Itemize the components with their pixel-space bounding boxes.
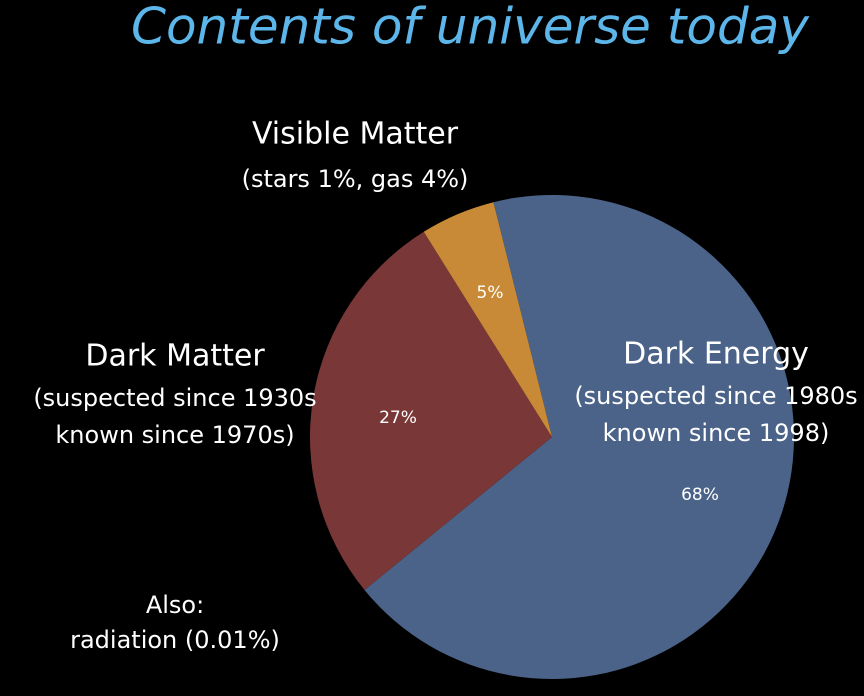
- category-label: Dark Matter: [85, 339, 265, 374]
- category-note: known since 1970s): [55, 421, 294, 449]
- value-label: 5%: [477, 283, 504, 303]
- labels: 68% Dark Energy (suspected since 1980s know…: [33, 117, 857, 655]
- annotation: radiation (0.01%): [70, 626, 280, 654]
- category-note: known since 1998): [603, 419, 830, 447]
- category-label: Dark Energy: [623, 337, 809, 372]
- category-note: (suspected since 1980s: [574, 382, 857, 410]
- category-label: Visible Matter: [252, 117, 459, 152]
- pie-slice: [310, 231, 552, 590]
- annotation: Also:: [146, 591, 204, 619]
- category-note: (stars 1%, gas 4%): [242, 165, 469, 193]
- pie-slice: [364, 194, 794, 679]
- chart-title: Contents of universe today: [131, 0, 810, 56]
- pie-slice: [423, 202, 552, 437]
- value-label: 27%: [379, 408, 417, 428]
- category-note: (suspected since 1930s: [33, 384, 316, 412]
- value-label: 68%: [681, 485, 719, 505]
- pie: [310, 194, 794, 679]
